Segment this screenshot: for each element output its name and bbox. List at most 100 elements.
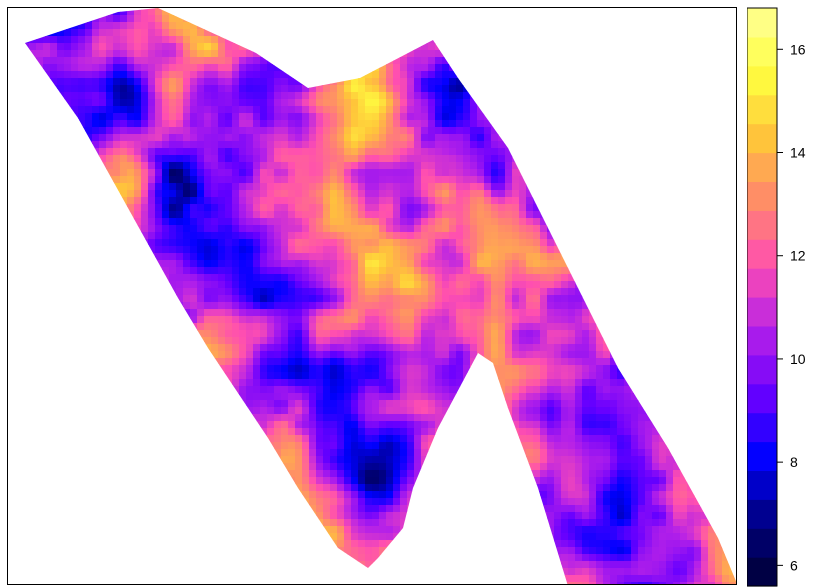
raster-cell <box>134 267 142 275</box>
raster-cell <box>659 330 667 338</box>
raster-cell <box>561 22 569 30</box>
raster-cell <box>337 330 345 338</box>
raster-cell <box>687 197 695 205</box>
raster-cell <box>232 127 240 135</box>
raster-cell <box>365 218 373 226</box>
raster-cell <box>29 78 37 86</box>
raster-cell <box>288 190 296 198</box>
raster-cell <box>568 260 576 268</box>
raster-cell <box>218 78 226 86</box>
raster-cell <box>323 267 331 275</box>
raster-cell <box>25 169 30 177</box>
raster-cell <box>645 246 653 254</box>
raster-cell <box>456 218 464 226</box>
raster-cell <box>127 99 135 107</box>
raster-cell <box>176 8 184 16</box>
raster-cell <box>729 267 736 275</box>
raster-cell <box>127 330 135 338</box>
raster-cell <box>64 330 72 338</box>
raster-cell <box>211 92 219 100</box>
raster-cell <box>57 43 65 51</box>
raster-cell <box>64 64 72 72</box>
raster-cell <box>701 323 709 331</box>
raster-cell <box>197 176 205 184</box>
raster-cell <box>442 36 450 44</box>
raster-cell <box>589 204 597 212</box>
raster-cell <box>673 92 681 100</box>
raster-cell <box>15 253 23 261</box>
raster-cell <box>554 92 562 100</box>
raster-cell <box>659 239 667 247</box>
raster-cell <box>330 176 338 184</box>
raster-cell <box>603 134 611 142</box>
raster-cell <box>428 183 436 191</box>
raster-cell <box>288 225 296 233</box>
raster-cell <box>190 330 198 338</box>
raster-cell <box>533 197 541 205</box>
raster-cell <box>624 316 632 324</box>
raster-cell <box>106 120 114 128</box>
raster-cell <box>183 288 191 296</box>
raster-cell <box>491 162 499 170</box>
raster-cell <box>729 274 736 282</box>
raster-cell <box>344 190 352 198</box>
raster-cell <box>25 99 30 107</box>
raster-cell <box>554 281 562 289</box>
raster-cell <box>218 218 226 226</box>
raster-cell <box>260 204 268 212</box>
raster-cell <box>400 267 408 275</box>
raster-cell <box>582 148 590 156</box>
raster-cell <box>470 162 478 170</box>
raster-cell <box>435 211 443 219</box>
raster-cell <box>71 29 79 37</box>
raster-cell <box>659 120 667 128</box>
raster-cell <box>78 141 86 149</box>
raster-cell <box>386 92 394 100</box>
raster-cell <box>729 113 736 121</box>
raster-cell <box>631 316 639 324</box>
raster-cell <box>547 204 555 212</box>
raster-cell <box>491 197 499 205</box>
raster-cell <box>78 218 86 226</box>
raster-cell <box>57 36 65 44</box>
raster-cell <box>659 155 667 163</box>
raster-cell <box>260 22 268 30</box>
raster-cell <box>533 85 541 93</box>
raster-cell <box>253 239 261 247</box>
raster-cell <box>148 57 156 65</box>
raster-cell <box>638 134 646 142</box>
raster-cell <box>169 176 177 184</box>
raster-cell <box>358 323 366 331</box>
raster-cell <box>617 148 625 156</box>
raster-cell <box>680 15 688 23</box>
raster-cell <box>281 134 289 142</box>
raster-cell <box>85 8 93 16</box>
raster-cell <box>365 85 373 93</box>
raster-cell <box>666 43 674 51</box>
raster-cell <box>57 295 65 303</box>
raster-cell <box>491 323 499 331</box>
raster-cell <box>141 134 149 142</box>
raster-cell <box>449 288 457 296</box>
raster-cell <box>470 302 478 310</box>
raster-cell <box>71 134 79 142</box>
raster-cell <box>85 106 93 114</box>
raster-cell <box>190 127 198 135</box>
raster-cell <box>71 148 79 156</box>
raster-cell <box>134 330 142 338</box>
raster-cell <box>652 239 660 247</box>
raster-cell <box>253 330 261 338</box>
raster-cell <box>540 295 548 303</box>
raster-cell <box>330 288 338 296</box>
raster-cell <box>274 162 282 170</box>
raster-cell <box>722 204 730 212</box>
raster-cell <box>239 316 247 324</box>
raster-cell <box>428 302 436 310</box>
raster-cell <box>638 246 646 254</box>
raster-cell <box>50 64 58 72</box>
raster-cell <box>554 134 562 142</box>
raster-cell <box>316 246 324 254</box>
raster-cell <box>519 15 527 23</box>
raster-cell <box>540 8 548 16</box>
raster-cell <box>561 71 569 79</box>
